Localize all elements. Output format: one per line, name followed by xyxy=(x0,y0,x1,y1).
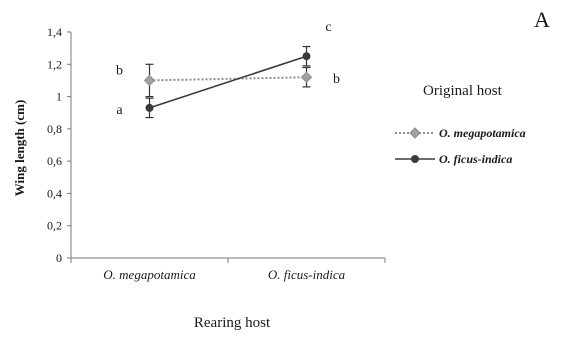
series-layer: b b a c xyxy=(116,20,340,119)
axes: 0 0,2 0,4 0,6 0,8 1 1,2 1,4 O. megapotamica O. fi… xyxy=(47,25,386,282)
legend-title: Original host xyxy=(423,83,503,99)
x-axis-title: Rearing host xyxy=(194,315,271,331)
panel-label: A xyxy=(534,7,550,32)
significance-letter: c xyxy=(325,20,331,35)
y-tick-label: 0,6 xyxy=(47,154,62,168)
legend-label-1: O. megapotamica xyxy=(439,126,526,140)
data-point xyxy=(143,74,156,87)
data-point xyxy=(302,52,311,61)
y-axis-title: Wing length (cm) xyxy=(12,100,27,197)
y-tick-label: 0 xyxy=(56,251,62,265)
legend-label-2: O. ficus-indica xyxy=(439,152,512,166)
y-tick-label: 0,8 xyxy=(47,122,62,136)
x-category-label: O. megapotamica xyxy=(103,267,196,282)
series-1 xyxy=(143,63,313,98)
series-line xyxy=(149,76,307,82)
series-2 xyxy=(145,45,311,119)
legend-marker-1 xyxy=(409,127,421,139)
legend-marker-2 xyxy=(411,155,419,163)
x-category-label: O. ficus-indica xyxy=(268,267,346,282)
significance-letter: a xyxy=(116,103,123,118)
significance-letter: b xyxy=(333,72,340,87)
legend: O. megapotamica O. ficus-indica xyxy=(395,126,526,166)
y-tick-label: 1,4 xyxy=(47,25,62,39)
y-tick-label: 1 xyxy=(56,90,62,104)
y-tick-label: 0,4 xyxy=(47,186,62,200)
series-line xyxy=(149,55,307,109)
y-tick-label: 0,2 xyxy=(47,219,62,233)
significance-letter: b xyxy=(116,63,123,78)
data-point xyxy=(145,103,154,112)
y-tick-label: 1,2 xyxy=(47,57,62,71)
data-point xyxy=(300,71,313,83)
